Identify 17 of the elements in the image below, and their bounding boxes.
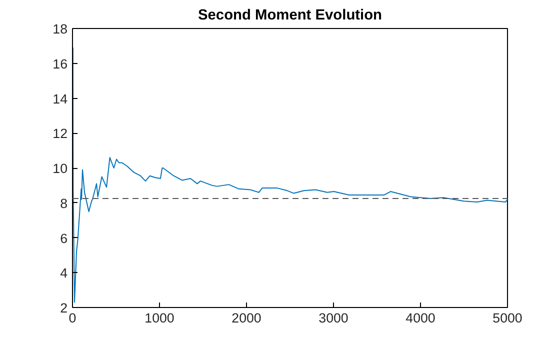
- y-tick-label: 8: [60, 196, 68, 211]
- y-tick-label: 18: [52, 22, 68, 36]
- y-tick-label: 2: [60, 300, 68, 316]
- y-tick-label: 6: [60, 230, 68, 246]
- x-tick-label: 4000: [406, 310, 436, 326]
- x-tick-label: 5000: [492, 310, 522, 326]
- x-tick-label: 1000: [144, 310, 174, 326]
- chart-title: Second Moment Evolution: [198, 8, 382, 24]
- x-tick-label: 0: [68, 310, 76, 326]
- y-tick-label: 4: [60, 266, 68, 281]
- y-tick-label: 12: [52, 126, 68, 142]
- y-tick-label: 16: [52, 56, 68, 72]
- x-tick-label: 3000: [318, 310, 348, 326]
- line-series: [72, 47, 508, 303]
- y-tick-label: 10: [52, 161, 68, 176]
- y-tick-label: 14: [52, 91, 68, 106]
- x-tick-label: 2000: [232, 310, 262, 326]
